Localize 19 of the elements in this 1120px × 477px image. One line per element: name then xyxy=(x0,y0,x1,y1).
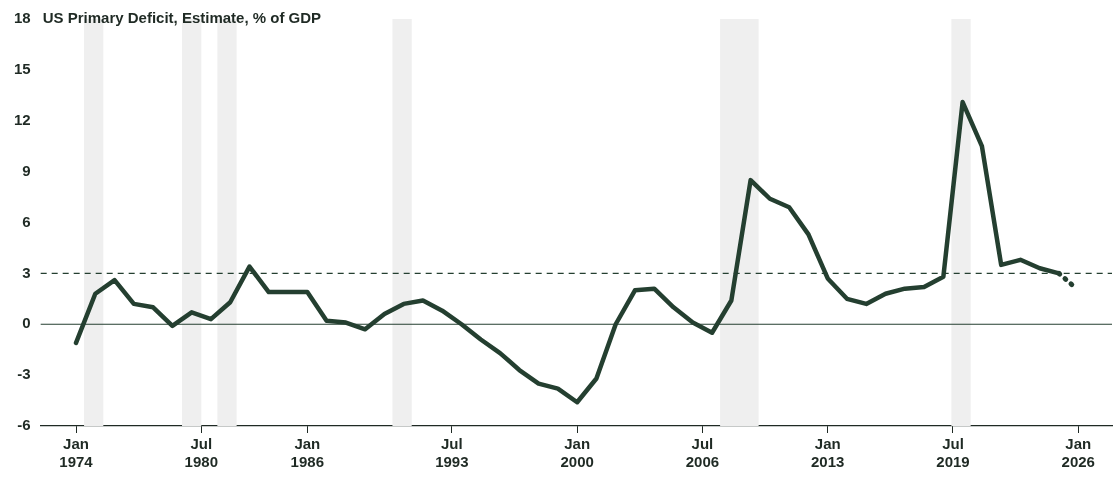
y-tick-label: -6 xyxy=(17,416,31,434)
x-tick-label: Jul 2019 xyxy=(936,435,970,471)
x-tick-label: Jan 1986 xyxy=(290,435,324,471)
x-tick-label: Jul 2006 xyxy=(685,435,720,471)
y-tick-label: 18 xyxy=(14,9,31,27)
y-tick-label: 9 xyxy=(22,161,31,179)
x-tick-label: Jan 2026 xyxy=(1061,435,1095,471)
y-tick-label: 15 xyxy=(14,60,31,78)
x-tick-label: Jan 2000 xyxy=(560,435,594,471)
x-tick-label: Jul 1993 xyxy=(435,435,469,471)
x-tick-label: Jul 1980 xyxy=(184,435,218,471)
x-tick-label: Jan 1974 xyxy=(59,435,94,471)
y-tick-label: 0 xyxy=(22,314,31,332)
y-tick-label: 12 xyxy=(14,110,31,128)
x-tick-label: Jan 2013 xyxy=(811,435,845,471)
y-tick-label: -3 xyxy=(17,365,31,383)
chart-title: US Primary Deficit, Estimate, % of GDP xyxy=(42,9,322,27)
y-tick-label: 6 xyxy=(22,212,31,230)
y-tick-label: 3 xyxy=(22,263,31,281)
